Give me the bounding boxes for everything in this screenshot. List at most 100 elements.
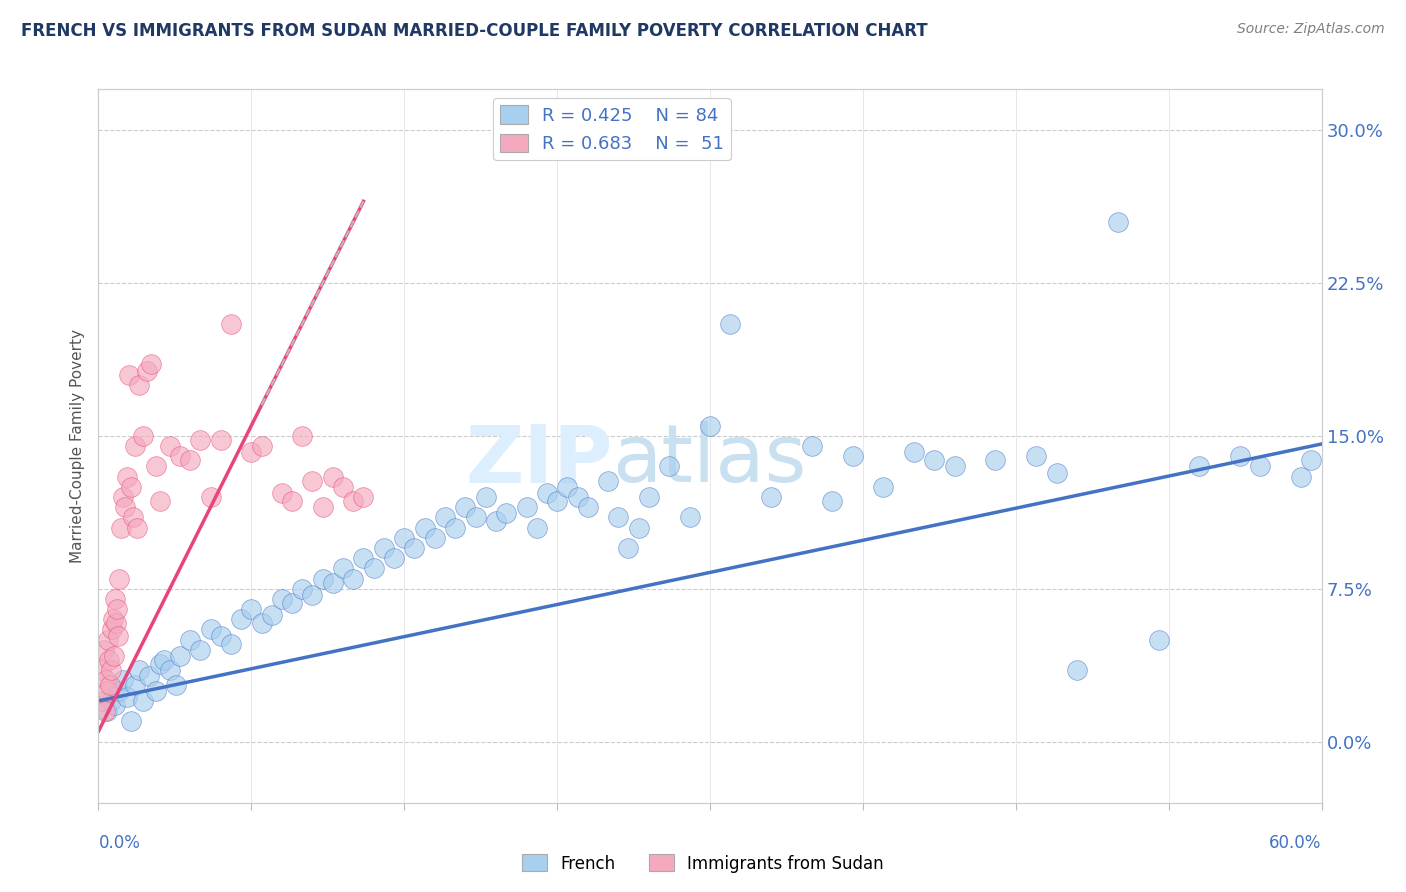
Point [120, 480, 142, 494]
Point [1147, 632, 1170, 647]
Point [841, 449, 863, 463]
Point [98, 677, 121, 691]
Point [152, 653, 174, 667]
Point [301, 588, 323, 602]
Point [97, 632, 120, 647]
Text: 0.0%: 0.0% [98, 834, 141, 852]
Point [104, 616, 127, 631]
Point [454, 500, 477, 515]
Point [91, 694, 114, 708]
Point [270, 591, 294, 606]
Point [342, 494, 364, 508]
Point [209, 629, 232, 643]
Point [132, 694, 155, 708]
Point [108, 572, 131, 586]
Point [943, 459, 966, 474]
Point [188, 643, 212, 657]
Point [188, 433, 212, 447]
Point [219, 317, 242, 331]
Point [352, 490, 374, 504]
Point [679, 510, 702, 524]
Point [159, 439, 181, 453]
Point [557, 480, 579, 494]
Point [322, 469, 344, 483]
Point [101, 612, 124, 626]
Point [138, 669, 160, 683]
Point [96, 683, 118, 698]
Point [1107, 215, 1129, 229]
Point [638, 490, 661, 504]
Point [104, 698, 127, 712]
Point [404, 541, 426, 555]
Point [382, 551, 405, 566]
Point [122, 510, 145, 524]
Point [392, 531, 416, 545]
Point [312, 572, 335, 586]
Point [118, 368, 141, 382]
Point [96, 704, 118, 718]
Text: 60.0%: 60.0% [1270, 834, 1322, 852]
Point [759, 490, 782, 504]
Point [872, 480, 894, 494]
Point [433, 510, 456, 524]
Point [658, 459, 681, 474]
Point [179, 632, 201, 647]
Point [617, 541, 640, 555]
Point [128, 663, 150, 677]
Point [801, 439, 824, 453]
Legend: R = 0.425    N = 84, R = 0.683    N =  51: R = 0.425 N = 84, R = 0.683 N = 51 [494, 98, 731, 161]
Point [281, 494, 304, 508]
Point [526, 520, 548, 534]
Point [291, 582, 314, 596]
Point [240, 602, 263, 616]
Point [1291, 469, 1313, 483]
Point [576, 500, 599, 515]
Point [103, 648, 125, 663]
Point [165, 677, 187, 691]
Point [231, 612, 253, 626]
Point [104, 591, 127, 606]
Point [107, 629, 129, 643]
Point [1188, 459, 1211, 474]
Point [546, 494, 568, 508]
Point [301, 474, 323, 488]
Point [124, 439, 146, 453]
Point [536, 486, 558, 500]
Text: FRENCH VS IMMIGRANTS FROM SUDAN MARRIED-COUPLE FAMILY POVERTY CORRELATION CHART: FRENCH VS IMMIGRANTS FROM SUDAN MARRIED-… [21, 22, 928, 40]
Point [108, 683, 131, 698]
Point [260, 608, 283, 623]
Point [100, 663, 122, 677]
Point [145, 683, 167, 698]
Point [596, 474, 619, 488]
Text: ZIP: ZIP [465, 421, 612, 500]
Point [209, 433, 232, 447]
Point [363, 561, 385, 575]
Point [250, 439, 273, 453]
Point [124, 677, 146, 691]
Point [332, 480, 354, 494]
Point [136, 363, 159, 377]
Point [97, 653, 120, 667]
Point [127, 520, 149, 534]
Point [312, 500, 335, 515]
Point [111, 490, 134, 504]
Point [373, 541, 395, 555]
Point [720, 317, 742, 331]
Text: Source: ZipAtlas.com: Source: ZipAtlas.com [1237, 22, 1385, 37]
Point [105, 602, 128, 616]
Point [291, 429, 314, 443]
Point [352, 551, 374, 566]
Point [270, 486, 294, 500]
Point [250, 616, 273, 631]
Point [120, 714, 142, 729]
Point [444, 520, 467, 534]
Point [200, 490, 222, 504]
Point [567, 490, 589, 504]
Point [281, 596, 304, 610]
Point [145, 459, 167, 474]
Point [240, 445, 263, 459]
Point [111, 673, 134, 688]
Point [699, 418, 721, 433]
Point [464, 510, 486, 524]
Point [93, 643, 115, 657]
